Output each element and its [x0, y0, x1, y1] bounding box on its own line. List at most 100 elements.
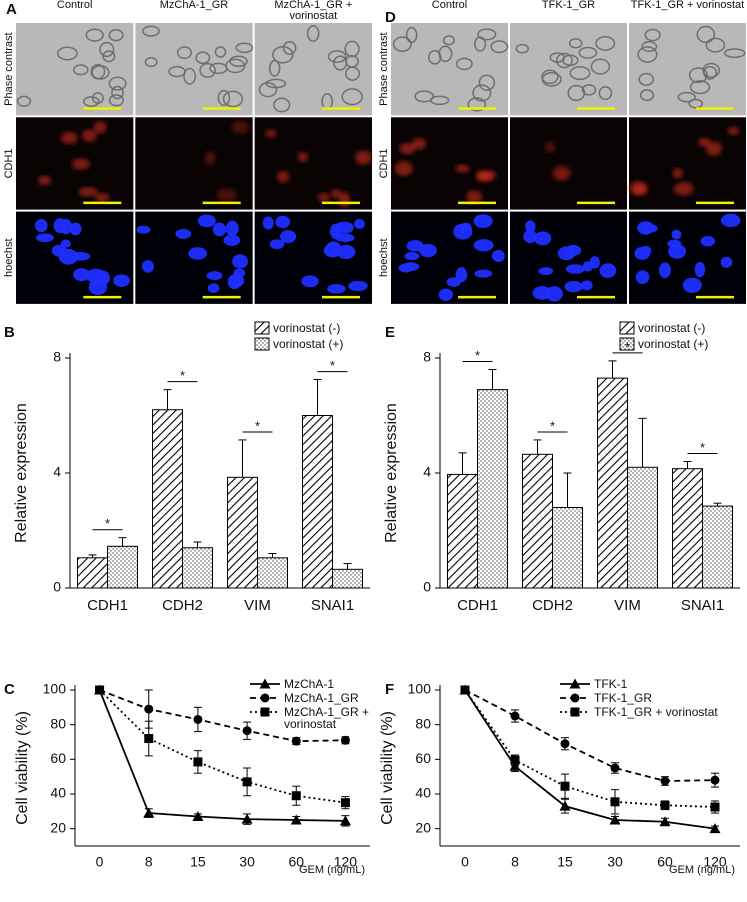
point — [510, 711, 520, 721]
cell — [94, 192, 110, 203]
cell — [637, 46, 658, 63]
y-tick-label: 100 — [408, 681, 432, 697]
cell — [635, 270, 650, 284]
cell — [438, 45, 453, 63]
column-header: Control — [431, 0, 468, 11]
cell — [477, 28, 497, 41]
cell — [668, 244, 687, 259]
cell — [688, 67, 708, 83]
cell — [273, 97, 291, 113]
cell — [354, 218, 365, 229]
cell — [672, 168, 684, 179]
cell — [188, 247, 207, 260]
image-bg — [391, 23, 508, 116]
cell — [455, 164, 470, 173]
cell — [405, 26, 418, 44]
cell — [589, 256, 600, 269]
micrograph — [391, 117, 508, 210]
cell — [265, 78, 287, 89]
cell — [176, 46, 193, 60]
y-tick-label: 60 — [50, 750, 66, 766]
cell — [727, 126, 740, 135]
cell — [335, 233, 355, 243]
scale-bar — [322, 107, 360, 110]
cell — [565, 264, 585, 274]
point — [95, 685, 105, 695]
cell — [644, 28, 661, 42]
cell — [399, 142, 416, 155]
legend-marker — [260, 693, 270, 703]
bar — [332, 568, 363, 589]
cell — [325, 241, 342, 258]
cell — [56, 46, 78, 61]
cell — [419, 243, 437, 258]
cell — [355, 150, 372, 165]
y-tick-label: 80 — [50, 715, 66, 731]
cell — [476, 169, 497, 181]
cell — [53, 218, 67, 234]
cell — [232, 254, 249, 269]
column-header: MzChA-1_GR + vorinostat — [274, 0, 353, 22]
significance-label: * — [105, 516, 110, 531]
significance-label: * — [255, 418, 260, 433]
cell — [564, 281, 583, 293]
cell — [142, 25, 160, 37]
scale-bar — [458, 295, 496, 299]
row-label: hoechst — [378, 238, 390, 277]
point — [660, 776, 670, 786]
cell — [60, 239, 71, 248]
cell — [557, 246, 576, 261]
image-bg — [135, 23, 253, 116]
cell — [523, 229, 537, 244]
x-tick-label: 8 — [145, 854, 153, 870]
point — [710, 775, 720, 785]
cell — [69, 222, 82, 236]
cell — [411, 138, 427, 150]
column-header-box: TFK-1_GR + vorinostat — [631, 0, 744, 11]
cell — [641, 40, 658, 53]
x-tick-label: 60 — [288, 854, 304, 870]
cell — [227, 275, 242, 290]
point — [660, 800, 670, 810]
cell — [207, 283, 220, 293]
cell — [478, 74, 496, 91]
cell — [34, 218, 48, 233]
cell — [406, 240, 424, 252]
y-tick-label: 40 — [415, 785, 431, 801]
scale-bar — [322, 201, 360, 205]
bar — [257, 557, 288, 589]
point — [242, 777, 252, 787]
bar — [152, 409, 183, 589]
cell — [269, 239, 285, 250]
column-header-box: TFK-1_GR — [542, 0, 595, 11]
scale-bar — [83, 295, 122, 299]
cell — [541, 69, 559, 85]
panel-letter: C — [4, 681, 15, 698]
column-header-box: Control — [431, 0, 468, 11]
point — [193, 714, 203, 724]
series-line — [98, 689, 346, 822]
legend-label-box: TFK-1 — [594, 678, 627, 690]
cell — [677, 91, 696, 103]
y-tick-label: 8 — [423, 349, 431, 365]
scale-bar — [202, 295, 241, 299]
significance-label: * — [475, 348, 480, 363]
cell — [262, 216, 274, 230]
cell — [671, 229, 682, 240]
y-axis-label: Cell viability (%) — [14, 711, 31, 825]
cell — [638, 72, 655, 86]
cell — [214, 46, 227, 58]
point — [659, 816, 671, 827]
legend-label: MzChA-1 — [284, 678, 335, 691]
cell — [532, 286, 552, 300]
bar — [302, 415, 333, 589]
y-tick-label: 0 — [53, 579, 61, 595]
cell — [569, 66, 591, 81]
x-tick-label: VIM — [244, 597, 271, 614]
micrograph — [391, 23, 509, 116]
cell — [702, 62, 721, 78]
y-tick-label: 20 — [50, 819, 66, 835]
scale-bar — [577, 107, 615, 110]
cell — [491, 249, 505, 263]
point — [710, 802, 720, 812]
